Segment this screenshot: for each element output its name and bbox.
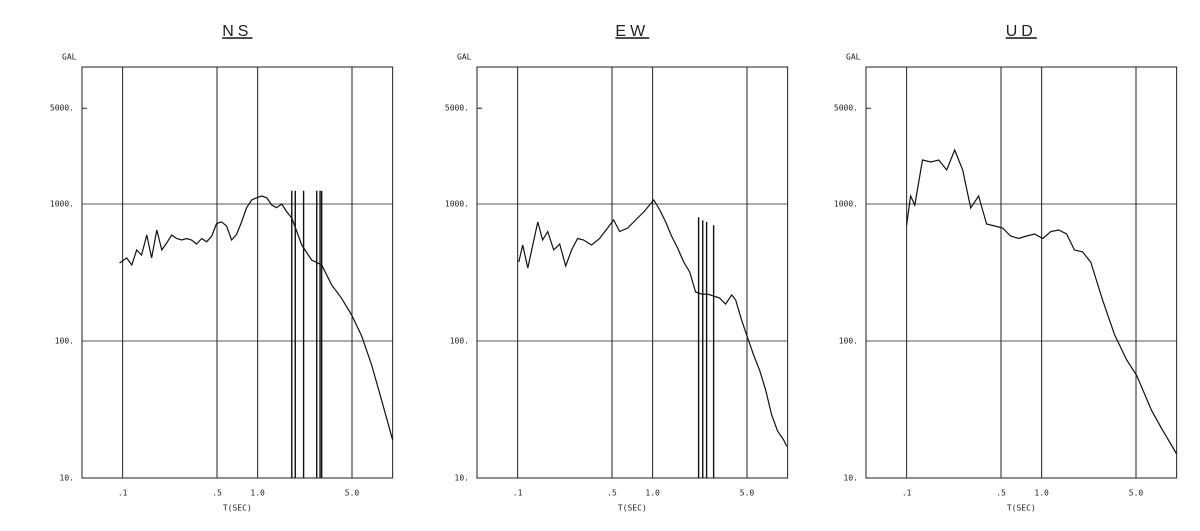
y-axis-label: GAL (62, 53, 77, 62)
y-tick-label: 10. (60, 474, 74, 483)
plot-frame (865, 66, 1178, 479)
x-tick-label: .5 (996, 489, 1006, 498)
x-tick-label: 5.0 (740, 489, 755, 498)
x-tick-label: 5.0 (345, 489, 360, 498)
x-tick-label: 1.0 (1034, 489, 1049, 498)
chart-title: NS (222, 23, 252, 40)
x-tick-label: 5.0 (1129, 489, 1144, 498)
x-axis-label: T(SEC) (618, 504, 647, 513)
x-tick-label: .5 (212, 489, 222, 498)
spectrum-line (518, 198, 788, 447)
y-tick-label: 5000. (445, 104, 469, 113)
y-tick-label: 5000. (50, 104, 74, 113)
y-tick-label: 10. (455, 474, 469, 483)
x-tick-label: 1.0 (250, 489, 265, 498)
y-tick-label: 10. (844, 474, 858, 483)
chart-title: EW (615, 23, 649, 40)
y-tick-label: 100. (55, 337, 74, 346)
x-axis-label: T(SEC) (223, 504, 252, 513)
x-tick-label: .1 (118, 489, 128, 498)
y-tick-label: 100. (450, 337, 469, 346)
x-tick-label: 1.0 (645, 489, 660, 498)
y-tick-label: 100. (839, 337, 858, 346)
x-tick-label: .1 (902, 489, 912, 498)
y-axis-label: GAL (457, 53, 472, 62)
spectrum-line (906, 148, 1178, 455)
y-tick-label: 1000. (50, 200, 74, 209)
y-tick-label: 1000. (834, 200, 858, 209)
y-axis-label: GAL (846, 53, 861, 62)
y-tick-label: 1000. (445, 200, 469, 209)
plot-frame (81, 66, 394, 479)
chart-title: UD (1006, 23, 1037, 40)
x-tick-label: .5 (607, 489, 617, 498)
x-tick-label: .1 (513, 489, 523, 498)
x-axis-label: T(SEC) (1007, 504, 1036, 513)
y-tick-label: 5000. (834, 104, 858, 113)
plot-frame (476, 66, 789, 479)
